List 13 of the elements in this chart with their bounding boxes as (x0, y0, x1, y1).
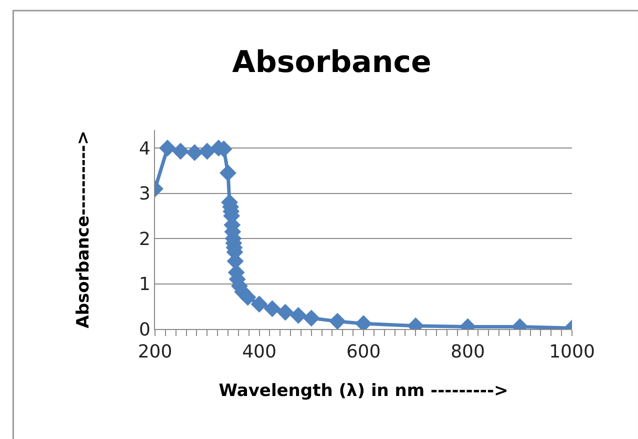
y-tick-label: 1 (138, 274, 150, 296)
y-tick-label: 2 (138, 228, 150, 250)
y-tick-label: 4 (138, 138, 150, 160)
x-tick-label: 400 (242, 342, 276, 363)
y-axis-title: Absorbance----------> (73, 130, 94, 328)
x-tick-label: 600 (346, 342, 381, 363)
chart-title: Absorbance (232, 44, 432, 80)
x-tick-label: 800 (450, 342, 485, 363)
y-tick-label: 3 (138, 184, 150, 205)
x-axis-title: Wavelength (λ) in nm ---------> (218, 381, 508, 401)
y-tick-label: 0 (138, 319, 150, 340)
x-tick-label: 200 (138, 342, 172, 363)
x-tick-label: 1000 (549, 342, 595, 363)
